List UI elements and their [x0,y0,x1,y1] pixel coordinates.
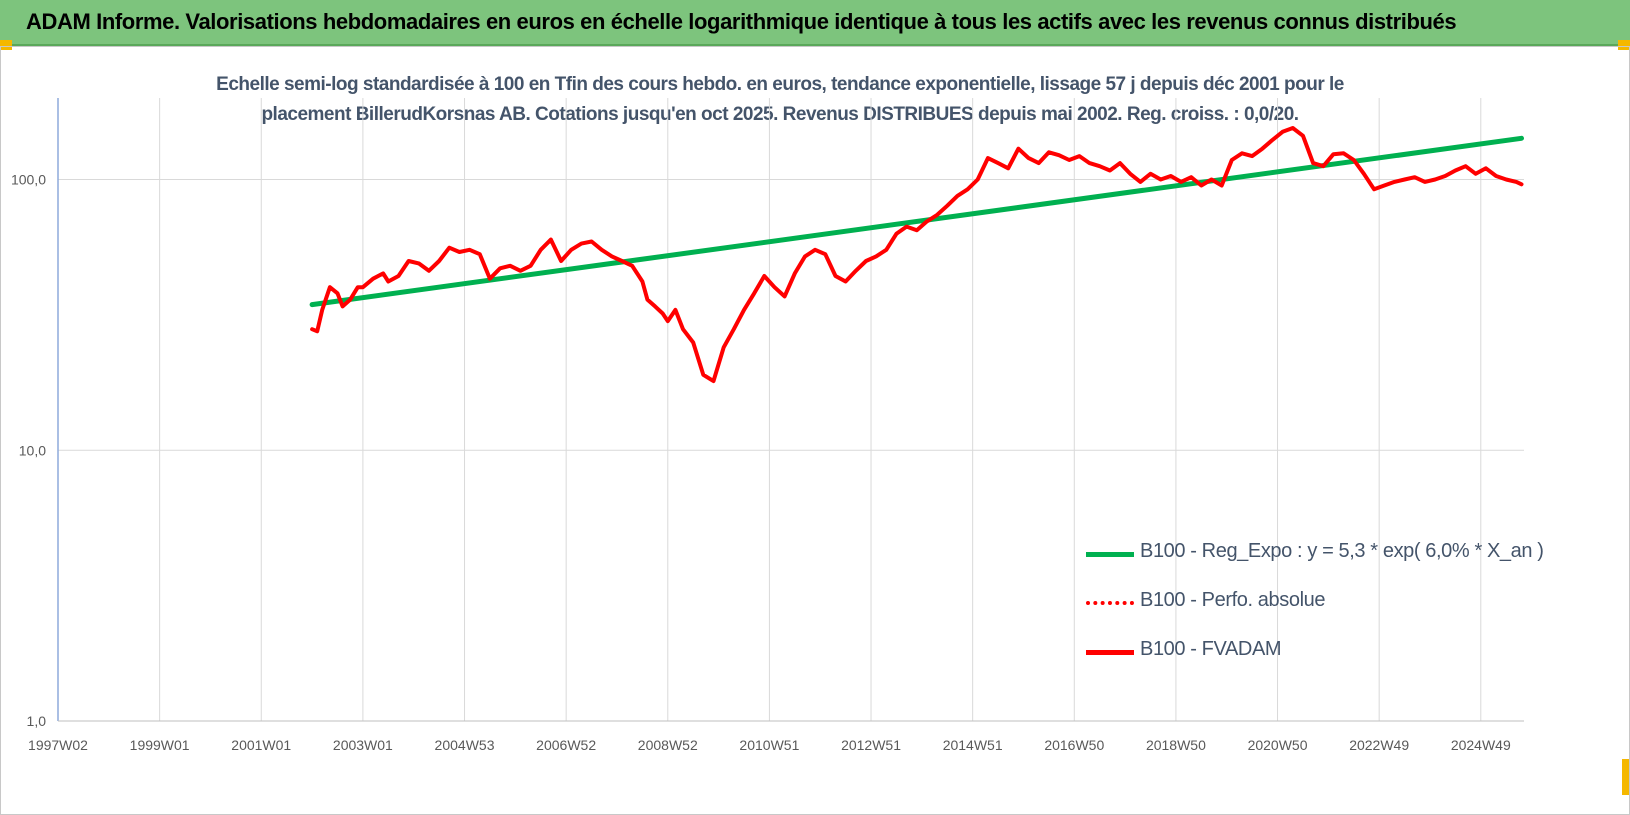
series-fvadam-line [310,126,1524,384]
x-tick-label: 2012W51 [841,737,901,753]
chart-title-line-2: placement BillerudKorsnas AB. Cotations … [261,104,1299,125]
corner-mark-top-left [0,40,12,50]
x-tick-label: 2003W01 [333,737,393,753]
grid-layer [57,98,1524,722]
legend-label-perfo: B100 - Perfo. absolue [1140,589,1326,611]
x-tick-label: 2022W49 [1349,737,1409,753]
y-tick-label: 10,0 [19,442,46,458]
x-tick-label: 2024W49 [1451,737,1511,753]
series-layer [309,126,1524,384]
x-tick-label: 2020W50 [1248,737,1308,753]
legend-swatch-perfo [1086,601,1134,605]
y-tick-label: 100,0 [11,172,46,188]
x-tick-label: 2018W50 [1146,737,1206,753]
chart-title-line-1: Echelle semi-log standardisée à 100 en T… [216,74,1344,95]
tick-label-layer: 1997W02 1999W01 2001W01 2003W01 2004W53 2006W… [11,172,1511,753]
legend-swatch-fvadam [1086,650,1134,655]
title-banner: ADAM Informe. Valorisations hebdomadaire… [0,0,1630,46]
x-tick-label: 2010W51 [739,737,799,753]
x-tick-label: 1999W01 [130,737,190,753]
legend-label-fvadam: B100 - FVADAM [1140,638,1282,660]
y-tick-label: 1,0 [27,713,47,729]
banner-title: ADAM Informe. Valorisations hebdomadaire… [26,9,1457,34]
x-tick-label: 2014W51 [943,737,1003,753]
x-tick-label: 1997W02 [28,737,88,753]
corner-mark-bottom-right [1622,759,1630,795]
axis-layer [57,98,1524,722]
series-trend-line [309,135,1524,308]
x-tick-label: 2004W53 [435,737,495,753]
x-tick-label: 2006W52 [536,737,596,753]
x-tick-label: 2008W52 [638,737,698,753]
legend-swatch-trend [1086,552,1134,557]
legend-label-trend: B100 - Reg_Expo : y = 5,3 * exp( 6,0% * … [1140,540,1544,562]
x-tick-label: 2001W01 [231,737,291,753]
corner-mark-top-right [1618,40,1630,50]
chart-title: Echelle semi-log standardisée à 100 en T… [180,70,1380,130]
x-tick-label: 2016W50 [1044,737,1104,753]
